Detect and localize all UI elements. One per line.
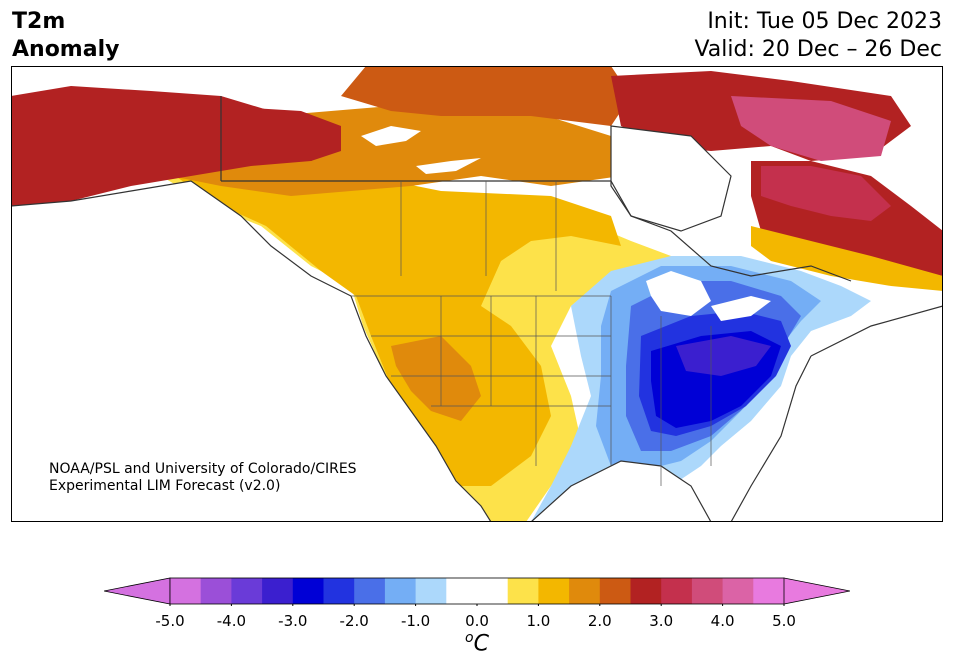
colorbar-segment: [753, 578, 785, 604]
colorbar-extend-low: [104, 577, 171, 605]
hudson-bay: [611, 126, 731, 231]
unit-prefix: o: [465, 630, 474, 646]
title-line-1: T2m: [12, 9, 66, 34]
colorbar-segment: [661, 578, 693, 604]
warm-region-dark-orange: [341, 66, 631, 126]
colorbar-tick-label: 3.0: [649, 612, 674, 630]
colorbar-tick-label: 2.0: [587, 612, 612, 630]
cold-region-core: [676, 336, 771, 376]
title-line-2: Anomaly: [12, 37, 120, 62]
colorbar-segment: [354, 578, 386, 604]
colorbar-segment: [415, 578, 447, 604]
warm-labrador-pink: [761, 166, 891, 221]
gulf-of-mexico: [531, 461, 711, 522]
map-title: T2m Anomaly: [12, 8, 119, 64]
colorbar-segment: [446, 578, 478, 604]
state-borders: [351, 181, 712, 486]
colorbar-tick-label: -3.0: [278, 612, 308, 630]
colorbar-segment: [170, 578, 202, 604]
colorbar-segment: [630, 578, 662, 604]
colorbar-segment: [691, 578, 724, 604]
colorbar-tick-label: -2.0: [339, 612, 369, 630]
colorbar-segment: [262, 578, 294, 604]
warm-labrador-orange: [751, 226, 943, 291]
warm-greenland-pink: [731, 96, 891, 161]
colorbar-tick-label: 4.0: [710, 612, 735, 630]
colorbar-segment: [599, 578, 631, 604]
credit-line-1: NOAA/PSL and University of Colorado/CIRE…: [49, 461, 357, 477]
colorbar-segment: [569, 578, 601, 604]
great-lakes: [646, 271, 711, 316]
great-bear-lake: [361, 126, 421, 146]
init-date: Init: Tue 05 Dec 2023: [707, 9, 942, 34]
valid-date: Valid: 20 Dec – 26 Dec: [694, 37, 942, 62]
warm-yukon: [221, 106, 341, 161]
colorbar-segment: [292, 578, 324, 604]
unit-text: C: [473, 631, 489, 657]
colorbar-segment: [384, 578, 417, 604]
colorbar-segment: [477, 578, 509, 604]
unit-label: oC: [465, 630, 489, 656]
colorbar: [104, 577, 850, 606]
anomaly-map: [11, 66, 943, 522]
colorbar-segment: [231, 578, 263, 604]
colorbar-extend-high: [783, 577, 850, 605]
colorbar-tick-label: -5.0: [155, 612, 185, 630]
colorbar-segment: [538, 578, 570, 604]
colorbar-tick-label: 1.0: [526, 612, 551, 630]
credit-text: NOAA/PSL and University of Colorado/CIRE…: [49, 461, 357, 495]
colorbar-segment: [507, 578, 539, 604]
forecast-dates: Init: Tue 05 Dec 2023 Valid: 20 Dec – 26…: [694, 8, 942, 64]
warm-southwest-orange: [391, 336, 481, 421]
map-frame: [11, 66, 943, 522]
colorbar-tick-label: -1.0: [400, 612, 431, 630]
colorbar-segment: [722, 578, 754, 604]
great-slave-lake: [416, 158, 481, 174]
credit-line-2: Experimental LIM Forecast (v2.0): [49, 478, 281, 494]
colorbar-segment: [323, 578, 355, 604]
colorbar-tick-label: -4.0: [216, 612, 247, 630]
atlantic: [731, 306, 943, 522]
colorbar-tick-label: 0.0: [465, 612, 489, 630]
great-lakes-erie: [711, 296, 771, 321]
colorbar-tick-label: 5.0: [772, 612, 796, 630]
pacific-coast: [11, 181, 491, 522]
colorbar-segment: [200, 578, 232, 604]
